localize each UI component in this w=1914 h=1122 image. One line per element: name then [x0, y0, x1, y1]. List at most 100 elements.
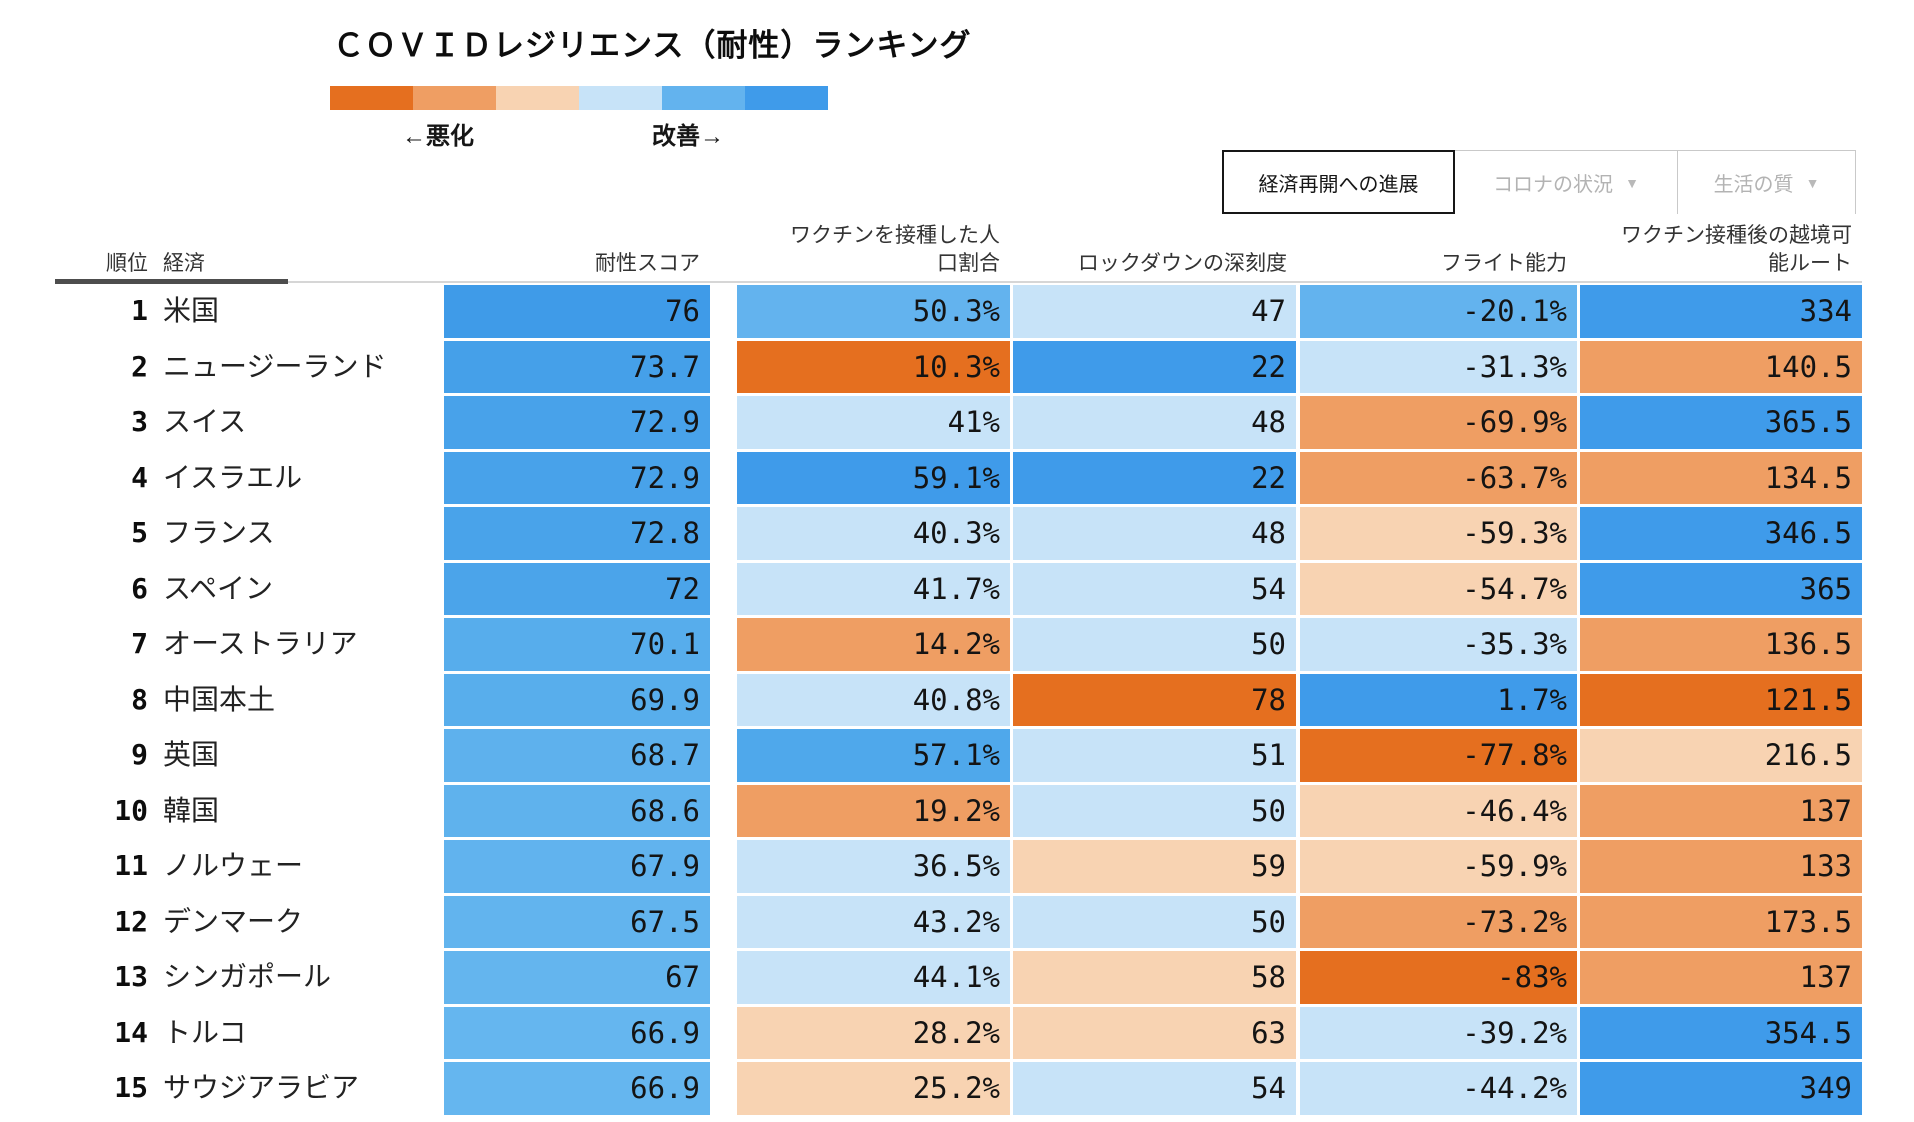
rank-value: 14	[114, 1015, 148, 1049]
ranking-table: 1 米国 76 50.3% 47 -20.1% 334 2 ニュージーランド 73.7 10.3% 2…	[0, 285, 1914, 1118]
economy-name: イスラエル	[163, 461, 303, 493]
economy-name: ニュージーランド	[163, 350, 387, 382]
economy-name: スペイン	[163, 572, 274, 604]
legend-color-segment	[496, 86, 579, 110]
table-row: 8 中国本土 69.9 40.8% 78 1.7% 121.5	[0, 673, 1914, 730]
cell-score: 72.9	[444, 396, 710, 449]
cell-vaccine: 40.3%	[737, 507, 1010, 560]
cell-flight: -46.4%	[1300, 784, 1577, 837]
economy-name: サウジアラビア	[163, 1072, 360, 1103]
table-row: 9 英国 68.7 57.1% 51 -77.8% 216.5	[0, 729, 1914, 785]
legend-worse-label: ←悪化	[402, 123, 474, 150]
cell-lockdown: 47	[1013, 285, 1296, 338]
rank-value: 3	[131, 405, 148, 438]
table-row: 7 オーストラリア 70.1 14.2% 50 -35.3% 136.5	[0, 618, 1914, 674]
cell-score: 66.9	[444, 1062, 710, 1115]
cell-score: 69.9	[444, 673, 710, 726]
cell-lockdown: 50	[1013, 784, 1296, 837]
table-row: 11 ノルウェー 67.9 36.5% 59 -59.9% 133	[0, 840, 1914, 896]
cell-flight: -39.2%	[1300, 1006, 1577, 1059]
cell-routes: 137	[1580, 951, 1862, 1004]
rank-value: 6	[131, 571, 148, 605]
cell-score: 67	[444, 951, 710, 1004]
column-header-rank: 順位	[106, 252, 148, 275]
cell-vaccine: 41.7%	[737, 562, 1010, 615]
table-row: 15 サウジアラビア 66.9 25.2% 54 -44.2% 349	[0, 1062, 1914, 1118]
cell-routes: 133	[1580, 840, 1862, 893]
cell-score: 70.1	[444, 618, 710, 671]
page-title: ＣＯＶＩＤレジリエンス（耐性）ランキング	[333, 28, 972, 63]
cell-flight: -73.2%	[1300, 895, 1577, 948]
cell-lockdown: 22	[1013, 451, 1296, 504]
cell-vaccine: 25.2%	[737, 1062, 1010, 1115]
cell-vaccine: 19.2%	[737, 784, 1010, 837]
rank-value: 9	[131, 738, 148, 771]
header-rule-light	[288, 281, 1862, 283]
economy-name: トルコ	[163, 1016, 247, 1048]
cell-lockdown: 54	[1013, 562, 1296, 615]
economy-name: デンマーク	[163, 905, 304, 937]
legend-color-segment	[579, 86, 662, 110]
cell-flight: -20.1%	[1300, 285, 1577, 338]
cell-vaccine: 28.2%	[737, 1006, 1010, 1059]
economy-name: オーストラリア	[163, 628, 358, 659]
rank-value: 15	[114, 1071, 148, 1104]
dropdown-icon: ▼	[1625, 174, 1639, 191]
economy-name: ノルウェー	[163, 850, 304, 881]
rank-value: 11	[114, 849, 148, 882]
cell-routes: 137	[1580, 784, 1862, 837]
legend-better-label: 改善→	[652, 123, 724, 150]
cell-score: 68.6	[444, 784, 710, 837]
table-row: 5 フランス 72.8 40.3% 48 -59.3% 346.5	[0, 507, 1914, 563]
cell-lockdown: 58	[1013, 951, 1296, 1004]
cell-lockdown: 22	[1013, 340, 1296, 393]
column-header-routes: ワクチン接種後の越境可能ルート	[1621, 224, 1852, 275]
cell-flight: -69.9%	[1300, 396, 1577, 449]
tab-label: コロナの状況	[1493, 174, 1614, 196]
cell-score: 67.5	[444, 895, 710, 948]
cell-vaccine: 10.3%	[737, 340, 1010, 393]
dropdown-icon: ▼	[1805, 174, 1820, 191]
cell-routes: 334	[1580, 285, 1862, 338]
cell-flight: -59.3%	[1300, 507, 1577, 560]
tab-label: 生活の質	[1713, 174, 1794, 196]
legend-color-segment	[413, 86, 496, 110]
column-header-economy: 経済	[163, 252, 205, 275]
rank-value: 7	[131, 627, 148, 660]
cell-vaccine: 59.1%	[737, 451, 1010, 504]
rank-value: 4	[131, 460, 148, 494]
legend-color-segment	[662, 86, 745, 110]
cell-routes: 121.5	[1580, 673, 1862, 726]
rank-value: 1	[131, 294, 148, 327]
cell-lockdown: 50	[1013, 895, 1296, 948]
table-row: 4 イスラエル 72.9 59.1% 22 -63.7% 134.5	[0, 451, 1914, 508]
cell-flight: -63.7%	[1300, 451, 1577, 504]
tab-quality-of-life[interactable]: 生活の質 ▼	[1678, 150, 1856, 214]
rank-value: 2	[131, 349, 148, 383]
tab-economic-reopening-progress[interactable]: 経済再開への進展	[1222, 150, 1455, 214]
cell-score: 72	[444, 562, 710, 615]
cell-lockdown: 59	[1013, 840, 1296, 893]
table-row: 12 デンマーク 67.5 43.2% 50 -73.2% 173.5	[0, 895, 1914, 952]
cell-routes: 134.5	[1580, 451, 1862, 504]
header-rule-dark	[55, 279, 288, 284]
cell-lockdown: 54	[1013, 1062, 1296, 1115]
cell-flight: -54.7%	[1300, 562, 1577, 615]
cell-lockdown: 63	[1013, 1006, 1296, 1059]
cell-routes: 365.5	[1580, 396, 1862, 449]
cell-score: 68.7	[444, 729, 710, 782]
cell-routes: 349	[1580, 1062, 1862, 1115]
column-header-flight: フライト能力	[1441, 252, 1567, 275]
cell-score: 73.7	[444, 340, 710, 393]
table-row: 6 スペイン 72 41.7% 54 -54.7% 365	[0, 562, 1914, 619]
table-row: 10 韓国 68.6 19.2% 50 -46.4% 137	[0, 784, 1914, 841]
table-row: 14 トルコ 66.9 28.2% 63 -39.2% 354.5	[0, 1006, 1914, 1063]
tab-covid-status[interactable]: コロナの状況 ▼	[1455, 150, 1678, 214]
cell-vaccine: 36.5%	[737, 840, 1010, 893]
cell-score: 76	[444, 285, 710, 338]
rank-value: 13	[114, 960, 148, 993]
cell-vaccine: 40.8%	[737, 673, 1010, 726]
column-header-score: 耐性スコア	[595, 252, 700, 275]
cell-flight: 1.7%	[1300, 673, 1577, 726]
cell-flight: -44.2%	[1300, 1062, 1577, 1115]
